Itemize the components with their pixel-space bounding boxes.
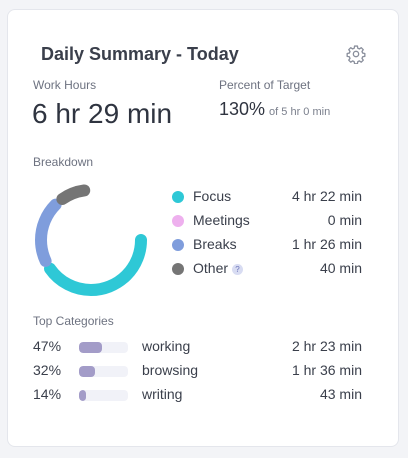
percent-value: 130% xyxy=(219,99,266,119)
work-hours-value: 6 hr 29 min xyxy=(32,98,173,129)
legend-value: 40 min xyxy=(319,260,362,276)
legend-name: Other? xyxy=(193,260,244,276)
breakdown-legend: Focus 4 hr 22 min Meetings 0 min Breaks … xyxy=(172,188,362,284)
meetings-color-dot xyxy=(172,215,184,227)
category-bar xyxy=(79,342,128,353)
category-bar-fill xyxy=(79,342,103,353)
target-subtext: of 5 hr 0 min xyxy=(269,106,331,118)
category-duration: 2 hr 23 min xyxy=(291,338,362,354)
card-title: Daily Summary - Today xyxy=(41,44,239,64)
category-bar xyxy=(79,390,128,401)
top-categories-label: Top Categories xyxy=(33,314,114,328)
focus-color-dot xyxy=(172,191,184,203)
donut-segment-breaks xyxy=(35,184,147,296)
percent-of-target-value: 130% of 5 hr 0 min xyxy=(219,99,330,120)
category-name: browsing xyxy=(142,362,199,378)
legend-item-breaks: Breaks 1 hr 26 min xyxy=(172,236,362,260)
category-row-working: 47% working 2 hr 23 min xyxy=(33,338,362,362)
legend-item-meetings: Meetings 0 min xyxy=(172,212,362,236)
legend-name: Breaks xyxy=(193,236,237,252)
legend-name: Meetings xyxy=(193,212,250,228)
breaks-color-dot xyxy=(172,239,184,251)
gear-icon[interactable] xyxy=(346,44,366,64)
legend-item-other: Other? 40 min xyxy=(172,260,362,284)
legend-value: 0 min xyxy=(327,212,362,228)
category-name: working xyxy=(142,338,191,354)
work-hours-label: Work Hours xyxy=(33,78,97,92)
category-name: writing xyxy=(142,386,183,402)
breakdown-donut-chart xyxy=(35,184,147,296)
category-bar-fill xyxy=(79,366,95,377)
legend-value: 1 hr 26 min xyxy=(291,236,362,252)
category-row-browsing: 32% browsing 1 hr 36 min xyxy=(33,362,362,386)
legend-item-focus: Focus 4 hr 22 min xyxy=(172,188,362,212)
help-icon[interactable]: ? xyxy=(232,264,244,275)
legend-value: 4 hr 22 min xyxy=(291,188,362,204)
category-bar xyxy=(79,366,128,377)
category-duration: 43 min xyxy=(319,386,362,402)
category-percent: 32% xyxy=(33,362,62,378)
category-percent: 14% xyxy=(33,386,62,402)
category-row-writing: 14% writing 43 min xyxy=(33,386,362,410)
legend-name-text: Other xyxy=(193,260,229,276)
breakdown-label: Breakdown xyxy=(33,155,94,169)
legend-name: Focus xyxy=(193,188,232,204)
top-categories-list: 47% working 2 hr 23 min 32% browsing 1 h… xyxy=(33,338,362,410)
category-duration: 1 hr 36 min xyxy=(291,362,362,378)
other-color-dot xyxy=(172,263,184,275)
percent-of-target-label: Percent of Target xyxy=(219,78,311,92)
category-bar-fill xyxy=(79,390,86,401)
category-percent: 47% xyxy=(33,338,62,354)
daily-summary-card: Daily Summary - Today xyxy=(7,9,399,447)
donut-segment-focus xyxy=(35,184,147,296)
